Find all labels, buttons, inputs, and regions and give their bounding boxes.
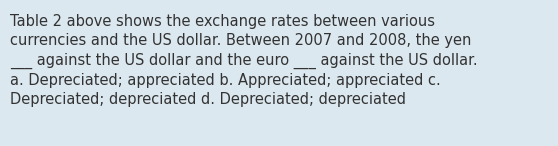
Text: ___ against the US dollar and the euro ___ against the US dollar.: ___ against the US dollar and the euro _… (10, 53, 478, 69)
Text: Table 2 above shows the exchange rates between various: Table 2 above shows the exchange rates b… (10, 14, 435, 29)
Text: Depreciated; depreciated d. Depreciated; depreciated: Depreciated; depreciated d. Depreciated;… (10, 92, 406, 107)
Text: a. Depreciated; appreciated b. Appreciated; appreciated c.: a. Depreciated; appreciated b. Appreciat… (10, 73, 441, 87)
Text: currencies and the US dollar. Between 2007 and 2008, the yen: currencies and the US dollar. Between 20… (10, 33, 472, 48)
